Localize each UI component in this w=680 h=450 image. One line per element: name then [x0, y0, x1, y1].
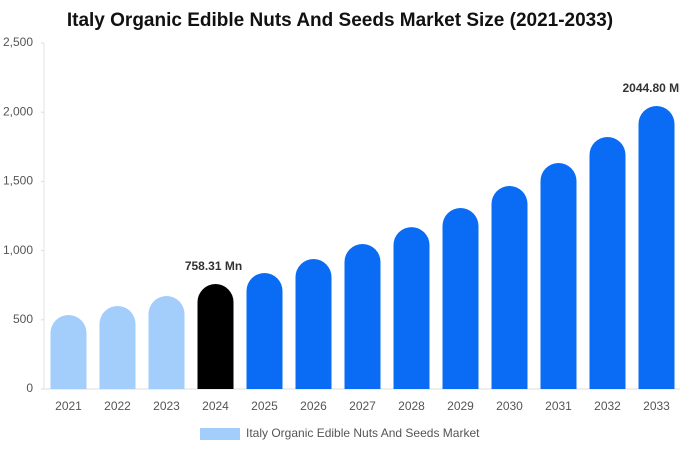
x-tick-label: 2032: [594, 399, 621, 413]
x-tick-label: 2024: [202, 399, 229, 413]
legend-swatch: [200, 428, 240, 440]
x-tick-label: 2023: [153, 399, 180, 413]
y-tick-label: 2,000: [3, 104, 33, 118]
y-tick-label: 2,500: [3, 35, 33, 49]
value-label: 2044.80 Mn: [622, 81, 680, 95]
bar: [638, 105, 675, 389]
chart-title: Italy Organic Edible Nuts And Seeds Mark…: [67, 10, 613, 31]
bar: [442, 207, 479, 389]
y-tick-label: 1,000: [3, 243, 33, 257]
bar: [344, 243, 381, 389]
bar: [540, 162, 577, 389]
x-tick-label: 2027: [349, 399, 376, 413]
bar: [50, 314, 87, 389]
x-tick-label: 2026: [300, 399, 327, 413]
x-tick-label: 2028: [398, 399, 425, 413]
bar: [246, 273, 283, 389]
bar: [393, 227, 430, 389]
bar: [491, 185, 528, 389]
x-tick-label: 2031: [545, 399, 572, 413]
y-tick-label: 500: [13, 312, 33, 326]
legend-label: Italy Organic Edible Nuts And Seeds Mark…: [246, 426, 480, 440]
x-tick-label: 2030: [496, 399, 523, 413]
y-tick-label: 1,500: [3, 174, 33, 188]
value-label: 758.31 Mn: [185, 259, 242, 273]
x-tick-label: 2025: [251, 399, 278, 413]
bar: [295, 259, 332, 389]
bar: [148, 295, 185, 389]
x-tick-label: 2029: [447, 399, 474, 413]
x-tick-label: 2033: [643, 399, 670, 413]
x-tick-label: 2021: [55, 399, 82, 413]
bar: [197, 284, 234, 389]
bar: [99, 305, 136, 389]
y-tick-label: 0: [26, 381, 33, 395]
x-tick-label: 2022: [104, 399, 131, 413]
bar: [589, 136, 626, 389]
